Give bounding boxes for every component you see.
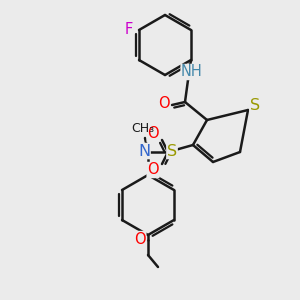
Text: N: N — [138, 143, 150, 158]
Text: O: O — [134, 232, 146, 247]
Text: O: O — [147, 127, 159, 142]
Text: O: O — [147, 163, 159, 178]
Text: NH: NH — [181, 64, 203, 80]
Text: S: S — [167, 143, 177, 158]
Text: S: S — [250, 98, 260, 112]
Text: CH₃: CH₃ — [131, 122, 154, 136]
Text: F: F — [125, 22, 133, 38]
Text: O: O — [158, 95, 170, 110]
